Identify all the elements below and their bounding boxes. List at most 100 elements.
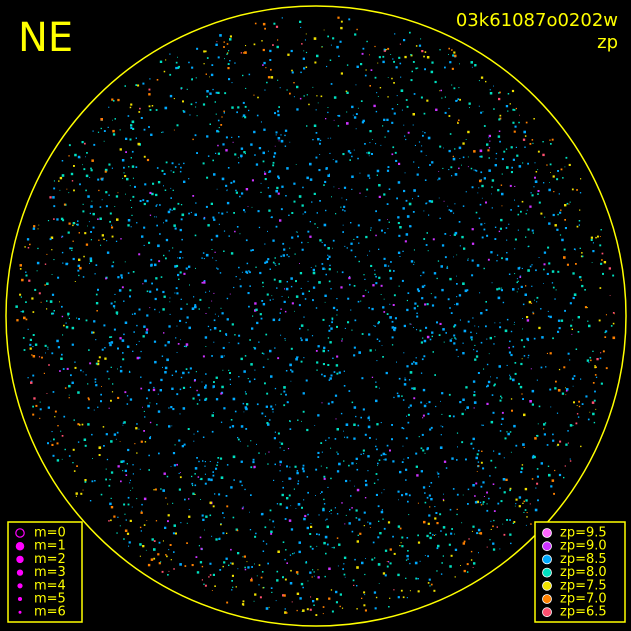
star-dot	[557, 319, 561, 322]
star-dot	[426, 232, 428, 234]
magnitude-marker	[17, 583, 23, 589]
star-dot	[517, 229, 519, 231]
star-dot	[361, 597, 363, 599]
star-dot	[113, 433, 117, 436]
star-dot	[454, 203, 456, 205]
star-dot	[596, 358, 599, 361]
star-dot	[334, 438, 337, 440]
star-dot	[274, 347, 276, 349]
star-dot	[593, 399, 596, 402]
star-dot	[282, 254, 285, 257]
star-dot	[529, 205, 532, 208]
star-dot	[580, 378, 582, 380]
star-dot	[555, 289, 557, 291]
star-dot	[126, 395, 129, 397]
star-dot	[297, 503, 301, 506]
star-dot	[154, 360, 157, 364]
star-dot	[203, 63, 205, 65]
star-dot	[406, 537, 409, 539]
star-dot	[457, 121, 458, 123]
star-dot	[169, 297, 171, 299]
star-dot	[253, 465, 256, 469]
star-dot	[389, 316, 392, 319]
star-dot	[421, 145, 423, 147]
star-dot	[397, 573, 400, 577]
star-dot	[483, 125, 486, 127]
star-dot	[136, 423, 138, 425]
star-dot	[228, 50, 230, 52]
star-dot	[39, 401, 41, 403]
star-dot	[336, 372, 339, 375]
star-dot	[201, 514, 204, 517]
star-dot	[548, 222, 551, 225]
star-dot	[344, 523, 346, 525]
star-dot	[485, 309, 488, 311]
star-dot	[528, 300, 532, 304]
star-dot	[592, 350, 594, 352]
star-dot	[193, 296, 195, 298]
star-dot	[340, 26, 343, 30]
star-dot	[205, 384, 207, 387]
star-dot	[422, 449, 425, 452]
star-dot	[355, 457, 358, 460]
star-dot	[311, 547, 314, 550]
star-dot	[124, 261, 126, 263]
star-dot	[381, 492, 383, 494]
star-dot	[348, 464, 350, 467]
star-dot	[494, 238, 497, 240]
star-dot	[328, 325, 331, 327]
star-dot	[262, 540, 265, 542]
star-dot	[365, 196, 367, 197]
star-dot	[259, 271, 262, 275]
star-dot	[265, 607, 269, 610]
star-dot	[72, 240, 74, 242]
star-dot	[259, 596, 262, 599]
star-dot	[146, 290, 149, 293]
star-dot	[375, 493, 378, 496]
star-dot	[365, 483, 368, 487]
star-dot	[463, 247, 466, 250]
star-dot	[471, 242, 475, 245]
star-dot	[201, 565, 204, 568]
star-dot	[420, 150, 423, 153]
star-dot	[108, 520, 110, 522]
star-dot	[422, 486, 426, 489]
star-dot	[507, 110, 509, 112]
star-dot	[523, 413, 526, 417]
star-dot	[97, 131, 100, 133]
star-dot	[108, 378, 110, 380]
star-dot	[312, 271, 316, 275]
star-dot	[268, 209, 271, 212]
star-dot	[225, 557, 228, 560]
star-dot	[178, 257, 181, 259]
star-dot	[543, 428, 545, 430]
star-dot	[264, 415, 267, 417]
star-dot	[321, 402, 323, 404]
star-dot	[323, 375, 326, 378]
star-dot	[279, 447, 281, 449]
star-dot	[124, 513, 126, 515]
star-dot	[171, 387, 174, 390]
star-dot	[407, 131, 410, 134]
star-dot	[393, 270, 395, 272]
star-dot	[326, 525, 329, 529]
star-dot	[563, 256, 566, 259]
star-dot	[161, 169, 164, 172]
star-dot	[71, 249, 73, 251]
star-dot	[368, 307, 370, 309]
star-dot	[568, 163, 571, 166]
star-dot	[61, 305, 63, 308]
star-dot	[461, 522, 463, 524]
star-dot	[524, 487, 528, 491]
star-dot	[264, 171, 266, 173]
star-dot	[519, 114, 520, 116]
star-dot	[350, 242, 353, 245]
star-dot	[273, 155, 276, 158]
star-dot	[188, 265, 191, 268]
star-dot	[524, 146, 526, 148]
star-dot	[197, 430, 199, 433]
star-dot	[605, 367, 608, 370]
star-dot	[374, 76, 377, 79]
star-dot	[177, 202, 180, 205]
star-dot	[148, 105, 151, 108]
